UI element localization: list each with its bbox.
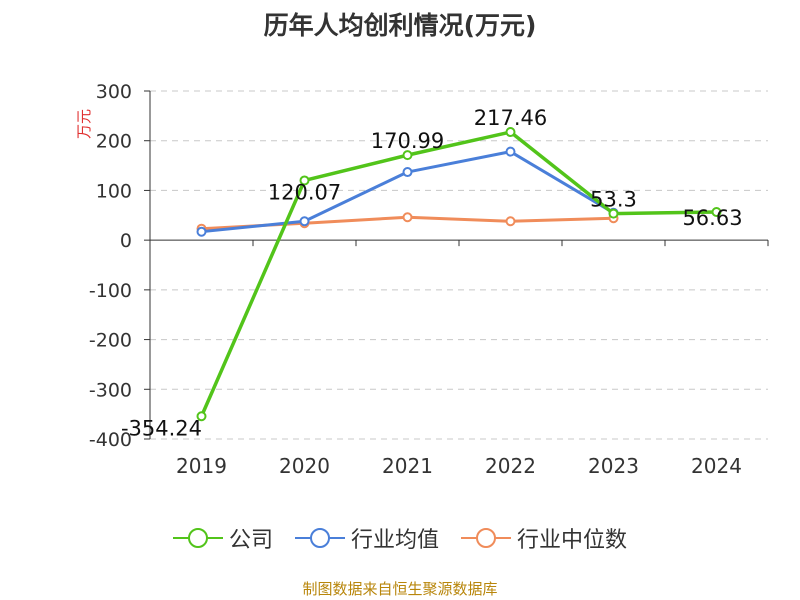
- data-label: 56.63: [682, 206, 742, 230]
- y-tick-label: 100: [96, 180, 132, 202]
- legend-label-company: 公司: [228, 528, 273, 553]
- series-point-0: [299, 175, 310, 186]
- x-tick-label: 2024: [691, 454, 742, 478]
- legend-swatch-industry-median: [461, 528, 511, 548]
- series-point-0: [711, 206, 722, 217]
- data-label: 170.99: [371, 129, 444, 153]
- x-tick-label: 2023: [588, 454, 639, 478]
- data-label: -354.24: [121, 416, 202, 440]
- x-tick-label: 2021: [382, 454, 433, 478]
- legend-swatch-company: [172, 528, 223, 548]
- series-point-2: [505, 216, 516, 227]
- series-point-1: [402, 167, 413, 178]
- legend-item-industry-average[interactable]: 行业均值: [294, 522, 439, 554]
- y-tick-label: -300: [89, 379, 132, 401]
- legend-label-industry-average: 行业均值: [350, 528, 439, 553]
- y-tick-label: 200: [96, 131, 132, 153]
- y-tick-label: -400: [89, 429, 132, 451]
- data-label: 217.46: [474, 106, 547, 130]
- series-point-1: [196, 226, 207, 237]
- x-tick-label: 2019: [176, 454, 227, 478]
- legend-item-company[interactable]: 公司: [172, 522, 273, 554]
- y-tick-label: 0: [120, 230, 132, 252]
- series-point-0: [608, 208, 619, 219]
- series-point-2: [402, 212, 413, 223]
- legend: 公司 行业均值 行业中位数: [0, 518, 800, 558]
- y-tick-label: 300: [96, 81, 132, 103]
- legend-item-industry-median[interactable]: 行业中位数: [461, 522, 627, 554]
- legend-label-industry-median: 行业中位数: [517, 528, 628, 553]
- series-point-0: [196, 411, 207, 422]
- data-source-note: 制图数据来自恒生聚源数据库: [302, 580, 498, 598]
- legend-swatch-industry-average: [294, 528, 345, 548]
- y-tick-label: -100: [89, 280, 132, 302]
- series-point-1: [505, 146, 516, 157]
- x-tick-label: 2020: [279, 454, 330, 478]
- series-point-1: [299, 216, 310, 227]
- data-label: 120.07: [268, 180, 341, 204]
- chart-title: 历年人均创利情况(万元): [263, 11, 537, 40]
- data-label: 53.3: [590, 188, 637, 212]
- x-tick-label: 2022: [485, 454, 536, 478]
- series-point-0: [402, 150, 413, 161]
- y-tick-label: -200: [89, 330, 132, 352]
- series-line-0: [199, 130, 717, 417]
- series-point-0: [505, 127, 516, 138]
